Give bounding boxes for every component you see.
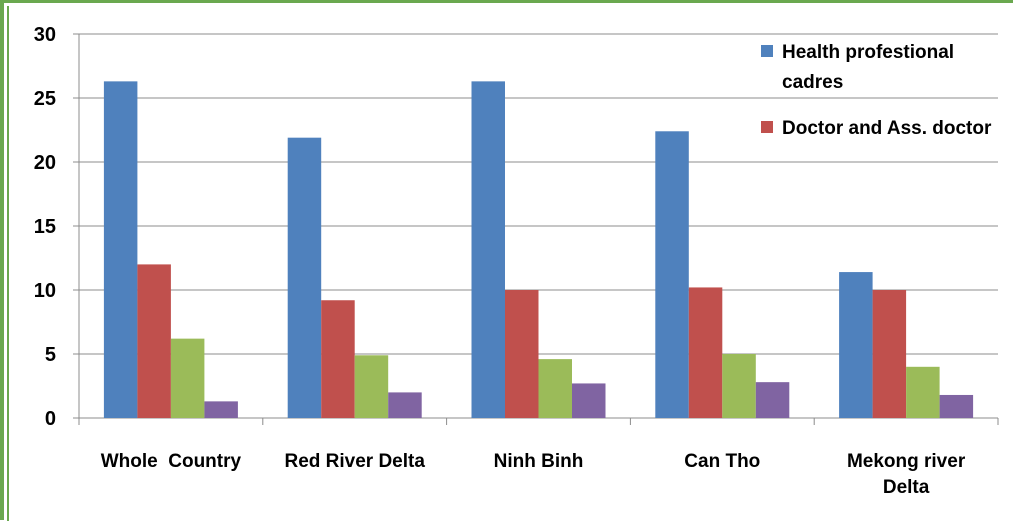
bar-series-4 [572, 383, 606, 418]
bar-series-1 [839, 272, 873, 418]
bar-series-2 [688, 287, 723, 418]
bar-series-2 [321, 300, 355, 418]
y-tick-label: 10 [34, 280, 56, 302]
bar-series-1 [103, 81, 138, 419]
y-tick-label: 5 [45, 344, 56, 366]
x-tick-label: Red River Delta [284, 451, 425, 472]
bar-series-4 [388, 392, 422, 418]
bar-series-4 [939, 394, 974, 418]
bar-series-1 [287, 137, 322, 418]
bar-series-3 [722, 354, 756, 418]
bar-series-1 [655, 131, 689, 418]
legend-label: Health profestional cadres [782, 42, 954, 93]
bar-series-3 [538, 359, 572, 418]
bar-series-1 [471, 81, 505, 419]
legend-label: Doctor and Ass. doctor [782, 118, 992, 139]
bar-series-2 [137, 264, 171, 418]
bar-series-2 [872, 290, 907, 418]
y-tick-label: 25 [34, 88, 56, 110]
x-tick-label: Whole Country [101, 451, 242, 472]
bar-series-2 [505, 290, 539, 418]
legend-swatch [761, 45, 773, 57]
bar-series-3 [354, 355, 389, 418]
y-tick-label: 30 [34, 24, 56, 46]
y-tick-label: 20 [34, 152, 56, 174]
y-tick-label: 15 [34, 216, 56, 238]
y-tick-label: 0 [45, 408, 56, 430]
bar-series-3 [906, 366, 940, 418]
legend-swatch [761, 121, 773, 133]
x-tick-label: Can Tho [684, 451, 760, 472]
bar-series-4 [204, 401, 238, 418]
x-tick-label: Mekong river Delta [847, 451, 966, 498]
bar-series-4 [755, 382, 790, 418]
x-tick-label: Ninh Binh [494, 451, 584, 472]
bar-series-3 [170, 338, 205, 418]
